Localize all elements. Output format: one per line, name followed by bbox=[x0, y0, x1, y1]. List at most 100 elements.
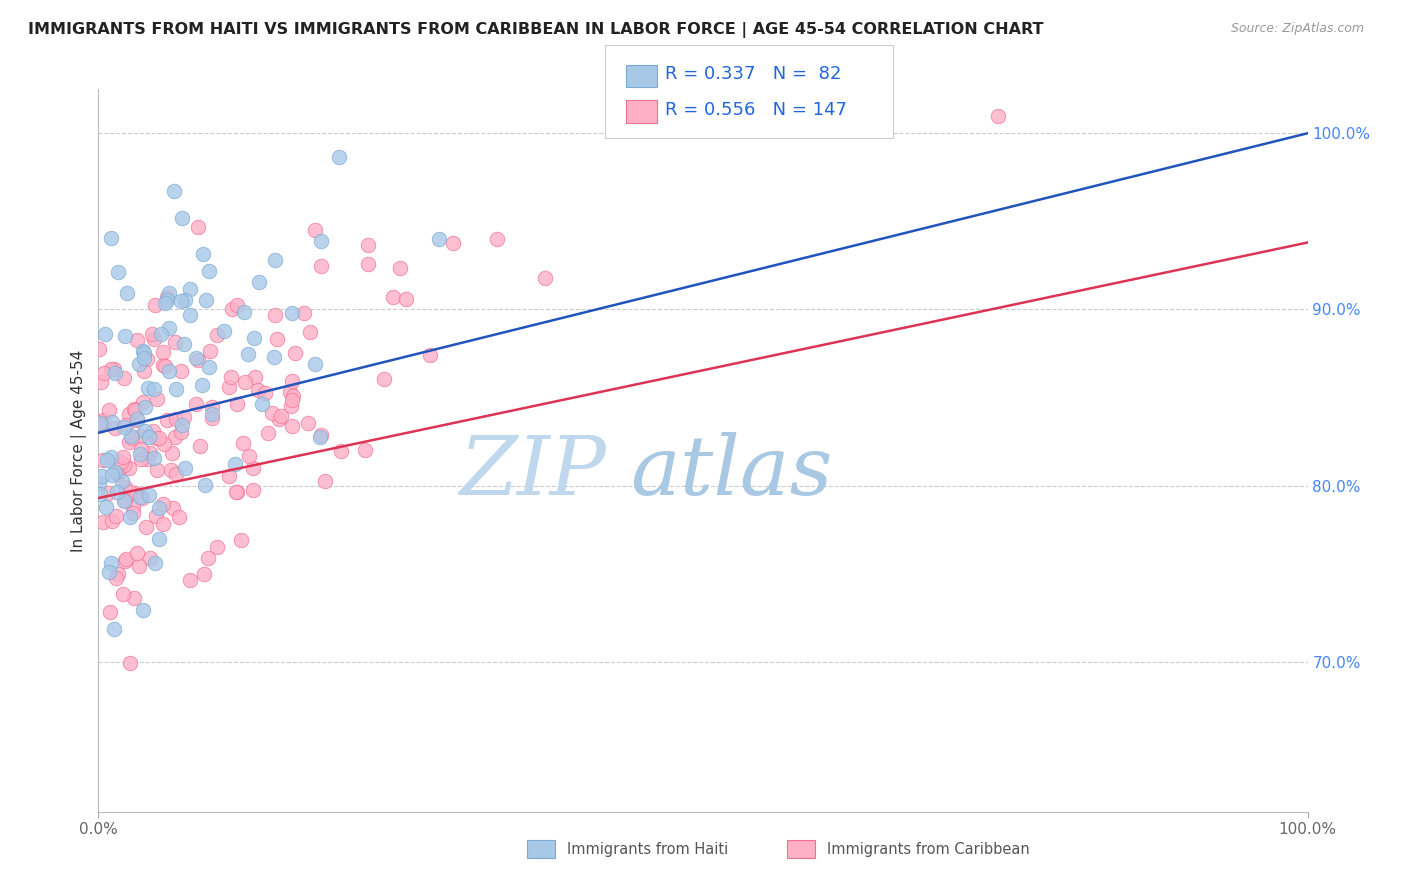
Point bbox=[226, 298, 249, 312]
Point bbox=[111, 474, 134, 488]
Point bbox=[100, 450, 122, 465]
Point bbox=[139, 446, 162, 460]
Point bbox=[163, 430, 186, 444]
Point bbox=[354, 442, 377, 457]
Point bbox=[304, 357, 326, 371]
Text: atlas: atlas bbox=[630, 432, 832, 512]
Point bbox=[114, 492, 136, 507]
Point bbox=[91, 413, 114, 427]
Point bbox=[136, 381, 159, 395]
Point bbox=[263, 350, 285, 364]
Point bbox=[169, 425, 191, 440]
Point bbox=[256, 425, 278, 440]
Point bbox=[179, 308, 201, 322]
Point bbox=[94, 500, 117, 514]
Point bbox=[201, 400, 224, 414]
Point bbox=[114, 417, 136, 432]
Point bbox=[87, 476, 110, 491]
Point bbox=[145, 509, 167, 524]
Point bbox=[132, 603, 155, 617]
Point bbox=[309, 259, 332, 273]
Point bbox=[170, 364, 193, 378]
Point bbox=[247, 383, 270, 397]
Point bbox=[229, 533, 252, 548]
Point bbox=[87, 343, 110, 357]
Point bbox=[143, 298, 166, 312]
Point bbox=[280, 400, 302, 414]
Point bbox=[89, 415, 111, 429]
Point bbox=[266, 332, 288, 346]
Point bbox=[198, 264, 221, 278]
Point bbox=[104, 366, 127, 380]
Point bbox=[155, 359, 177, 373]
Point bbox=[218, 469, 240, 483]
Point bbox=[149, 327, 172, 342]
Point bbox=[105, 467, 128, 481]
Point bbox=[395, 292, 418, 306]
Point bbox=[112, 371, 135, 385]
Point bbox=[142, 425, 165, 439]
Point bbox=[114, 552, 136, 566]
Point bbox=[118, 460, 141, 475]
Point bbox=[107, 265, 129, 279]
Point bbox=[90, 418, 112, 433]
Point bbox=[382, 290, 405, 304]
Text: Source: ZipAtlas.com: Source: ZipAtlas.com bbox=[1230, 22, 1364, 36]
Point bbox=[205, 328, 228, 343]
Point bbox=[165, 467, 187, 482]
Point bbox=[160, 463, 183, 477]
Point bbox=[138, 430, 160, 444]
Point bbox=[238, 449, 260, 463]
Point bbox=[114, 554, 136, 568]
Point bbox=[124, 403, 146, 417]
Point bbox=[156, 293, 179, 307]
Point bbox=[252, 397, 274, 411]
Point bbox=[118, 656, 141, 670]
Point bbox=[115, 285, 138, 300]
Point bbox=[169, 293, 191, 308]
Point bbox=[157, 321, 180, 335]
Point bbox=[187, 219, 209, 234]
Point bbox=[104, 465, 127, 479]
Point bbox=[284, 346, 307, 360]
Point bbox=[148, 431, 170, 445]
Point bbox=[304, 223, 326, 237]
Point bbox=[221, 301, 243, 316]
Point bbox=[165, 412, 187, 426]
Point bbox=[253, 385, 276, 400]
Point bbox=[110, 454, 132, 468]
Point bbox=[299, 325, 322, 339]
Point bbox=[121, 431, 143, 445]
Text: IMMIGRANTS FROM HAITI VS IMMIGRANTS FROM CARIBBEAN IN LABOR FORCE | AGE 45-54 CO: IMMIGRANTS FROM HAITI VS IMMIGRANTS FROM… bbox=[28, 22, 1043, 38]
Point bbox=[174, 293, 197, 307]
Point bbox=[162, 184, 184, 198]
Point bbox=[98, 605, 121, 619]
Point bbox=[187, 352, 209, 367]
Point bbox=[105, 509, 128, 524]
Point bbox=[238, 347, 260, 361]
Point bbox=[107, 566, 129, 581]
Point bbox=[281, 306, 304, 320]
Point bbox=[987, 109, 1010, 123]
Point bbox=[225, 485, 247, 500]
Point bbox=[128, 358, 150, 372]
Point bbox=[160, 446, 183, 460]
Point bbox=[93, 515, 115, 529]
Point bbox=[122, 500, 145, 515]
Point bbox=[101, 415, 124, 429]
Point bbox=[145, 392, 167, 406]
Point bbox=[97, 486, 120, 500]
Point bbox=[125, 333, 148, 347]
Point bbox=[179, 573, 201, 587]
Point bbox=[173, 337, 195, 351]
Point bbox=[389, 260, 412, 275]
Point bbox=[330, 444, 353, 458]
Point bbox=[357, 238, 380, 252]
Point bbox=[157, 286, 180, 301]
Point bbox=[141, 327, 163, 342]
Point bbox=[280, 418, 302, 433]
Point bbox=[200, 343, 222, 358]
Point bbox=[309, 427, 332, 442]
Point bbox=[247, 275, 270, 289]
Point bbox=[100, 557, 122, 571]
